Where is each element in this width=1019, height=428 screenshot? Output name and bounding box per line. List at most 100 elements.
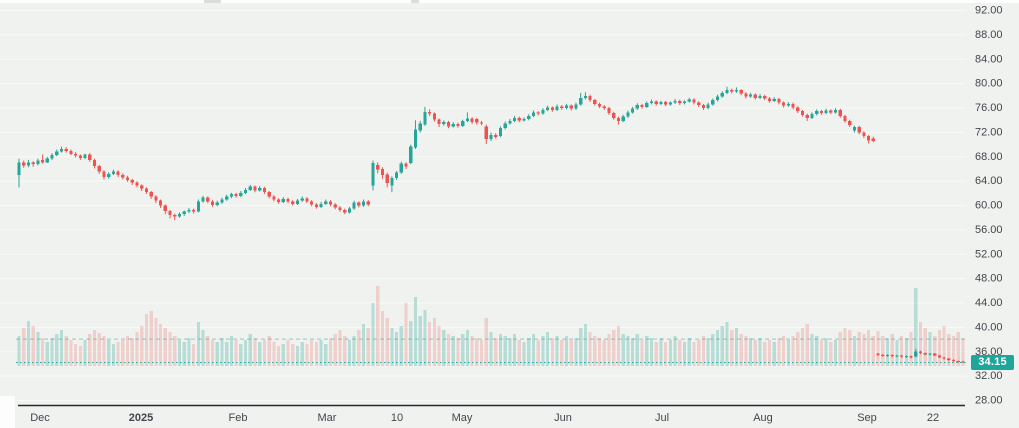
- x-axis-tick-label: Sep: [857, 412, 877, 424]
- candle-body: [720, 92, 724, 97]
- volume-bar: [470, 336, 474, 366]
- volume-bar: [225, 342, 229, 366]
- candle-body: [956, 361, 960, 362]
- candle-body: [758, 95, 762, 98]
- candle-body: [262, 187, 267, 193]
- candle-body: [74, 153, 78, 156]
- volume-bar: [107, 340, 111, 366]
- volume-bar: [715, 330, 720, 366]
- volume-bar: [442, 330, 446, 366]
- candle-body: [682, 101, 687, 104]
- candle-body: [423, 111, 427, 125]
- candle-body: [923, 353, 927, 355]
- candle-body: [380, 169, 385, 176]
- volume-bar: [852, 336, 857, 366]
- candle-body: [838, 109, 842, 117]
- x-axis-labels[interactable]: Dec 2025 Feb Mar 10 May Jun Jul Aug Sep 22: [30, 412, 939, 424]
- volume-bar: [248, 334, 252, 366]
- volume-bar: [229, 336, 233, 366]
- candle-body: [933, 353, 937, 356]
- volume-bar: [909, 332, 913, 366]
- volume-bar: [196, 322, 200, 366]
- volume-bar: [31, 326, 35, 366]
- volume-bar: [182, 342, 186, 366]
- volume-bar: [64, 336, 68, 366]
- candle-body: [649, 101, 654, 104]
- candle-body: [626, 112, 630, 117]
- volume-bar: [550, 338, 554, 366]
- volume-bar: [739, 334, 743, 366]
- volume-bar: [78, 346, 82, 366]
- volume-bar: [55, 334, 59, 366]
- candle-body: [187, 209, 191, 212]
- volume-bar: [272, 342, 276, 366]
- candle-body: [904, 356, 908, 358]
- x-axis-tick-label: 22: [927, 412, 939, 424]
- top-edge-gap: [411, 0, 419, 3]
- volume-bar: [262, 340, 267, 366]
- candle-body: [343, 209, 347, 213]
- y-axis-tick-label: 44.00: [975, 297, 1003, 309]
- candle-body: [881, 354, 885, 356]
- candle-body: [857, 127, 861, 133]
- candle-body: [111, 171, 115, 174]
- candle-body: [206, 197, 210, 202]
- candle-body: [59, 148, 64, 152]
- volume-bar: [291, 344, 295, 366]
- volume-bar: [626, 336, 630, 366]
- y-axis-labels[interactable]: 92.00 88.00 84.00 80.00 76.00 72.00 68.00 64.00…: [975, 5, 1003, 407]
- volume-bar: [574, 338, 578, 366]
- candle-body: [418, 123, 422, 131]
- volume-bar: [376, 286, 380, 366]
- volume-bar: [357, 330, 361, 366]
- volume-bar: [583, 324, 587, 366]
- candle-body: [116, 171, 120, 176]
- candle-body: [527, 116, 531, 120]
- candle-body: [829, 110, 833, 113]
- candle-body: [763, 95, 767, 99]
- candle-body: [517, 117, 521, 121]
- y-axis-tick-label: 36.00: [975, 346, 1003, 358]
- volume-bar: [777, 338, 781, 366]
- x-axis-tick-label: Jun: [554, 412, 572, 424]
- volume-bar: [267, 336, 271, 366]
- candle-body: [635, 105, 639, 109]
- volume-bar: [92, 330, 97, 366]
- candle-body: [852, 127, 857, 131]
- candle-body: [564, 105, 569, 109]
- x-axis-tick-label: Mar: [318, 412, 337, 424]
- candle-body: [347, 208, 351, 213]
- candle-body: [654, 101, 658, 104]
- candle-body: [149, 192, 153, 197]
- volume-bar: [640, 340, 644, 366]
- candle-body: [41, 159, 45, 163]
- y-axis-tick-label: 40.00: [975, 321, 1003, 333]
- candle-body: [173, 214, 177, 217]
- candle-body: [753, 94, 757, 98]
- candle-body: [536, 112, 540, 114]
- volume-bar: [437, 326, 441, 366]
- volume-bar: [900, 336, 904, 366]
- candle-body: [612, 112, 616, 118]
- y-axis-tick-label: 48.00: [975, 273, 1003, 285]
- x-axis-tick-label: May: [452, 412, 473, 424]
- volume-bar: [564, 336, 569, 366]
- candle-body: [782, 102, 786, 106]
- candle-body: [786, 103, 790, 106]
- volume-bar: [546, 332, 550, 366]
- volume-bar: [88, 334, 92, 366]
- candle-body: [428, 111, 432, 114]
- candle-body: [508, 120, 512, 124]
- candle-body: [121, 175, 125, 178]
- candle-body: [446, 122, 451, 127]
- candle-body: [640, 105, 644, 107]
- candle-body: [192, 209, 196, 212]
- volume-bar: [243, 340, 248, 366]
- volume-bar: [461, 334, 465, 366]
- candle-body: [352, 202, 356, 209]
- volume-bar: [843, 328, 847, 366]
- candle-body: [805, 114, 809, 118]
- candle-body: [333, 204, 337, 208]
- candle-body: [701, 105, 705, 109]
